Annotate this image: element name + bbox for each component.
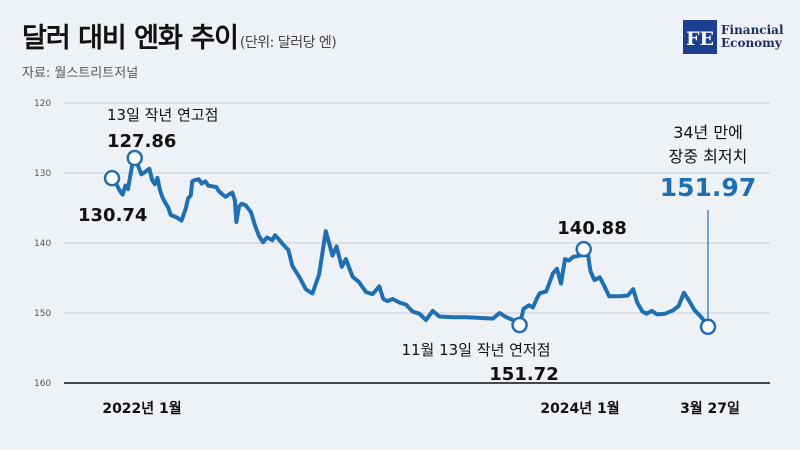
- annotation-marker: [699, 318, 717, 336]
- title-row: 달러 대비 엔화 추이 (단위: 달러당 엔): [22, 16, 337, 55]
- chart-title: 달러 대비 엔화 추이: [22, 23, 239, 54]
- annotation-label: 11월 13일 작년 연저점: [401, 341, 550, 359]
- annotation-marker: [126, 149, 143, 167]
- y-tick-label: 140: [34, 239, 51, 249]
- logo-line1: Financial: [721, 23, 784, 37]
- source-label: 자료: 월스트리트저널: [22, 66, 139, 81]
- logo-line2: Economy: [721, 36, 782, 50]
- y-tick-label: 120: [34, 99, 51, 109]
- series-layer: [110, 156, 710, 329]
- annotation-marker: [511, 316, 528, 334]
- annotation-value: 127.86: [107, 131, 176, 152]
- annotation-label: 34년 만에: [673, 123, 743, 142]
- series-line: [110, 156, 710, 329]
- y-tick-label: 130: [34, 169, 51, 179]
- x-axis-labels: 2022년 1월 2024년 1월 3월 27일: [102, 400, 740, 417]
- unit-label: (단위: 달러당 엔): [239, 35, 337, 51]
- annotation-marker: [575, 240, 592, 258]
- annotation-label: 장중 최저치: [669, 147, 748, 166]
- y-tick-label: 160: [34, 379, 51, 389]
- logo-text: Financial Economy: [721, 24, 784, 50]
- x-tick-label: 3월 27일: [680, 400, 740, 417]
- annotation-marker: [103, 169, 121, 187]
- x-tick-label: 2024년 1월: [540, 400, 619, 417]
- y-ticks: 120 130 140 150 160: [34, 99, 51, 389]
- annotation-layer: 13일 작년 연고점 127.86 130.74 11월 13일 작년 연저점 151.…: [78, 106, 756, 385]
- logo-mark-icon: FE: [683, 20, 717, 54]
- y-tick-label: 150: [34, 309, 51, 319]
- brand-logo: FE Financial Economy: [683, 20, 784, 54]
- x-tick-label: 2022년 1월: [102, 400, 181, 417]
- annotation-label: 13일 작년 연고점: [107, 106, 218, 124]
- annotation-value: 130.74: [78, 205, 147, 226]
- annotation-value: 140.88: [557, 218, 626, 239]
- logo-letters: FE: [686, 28, 714, 50]
- annotation-value: 151.97: [660, 173, 756, 202]
- annotation-value: 151.72: [489, 364, 558, 385]
